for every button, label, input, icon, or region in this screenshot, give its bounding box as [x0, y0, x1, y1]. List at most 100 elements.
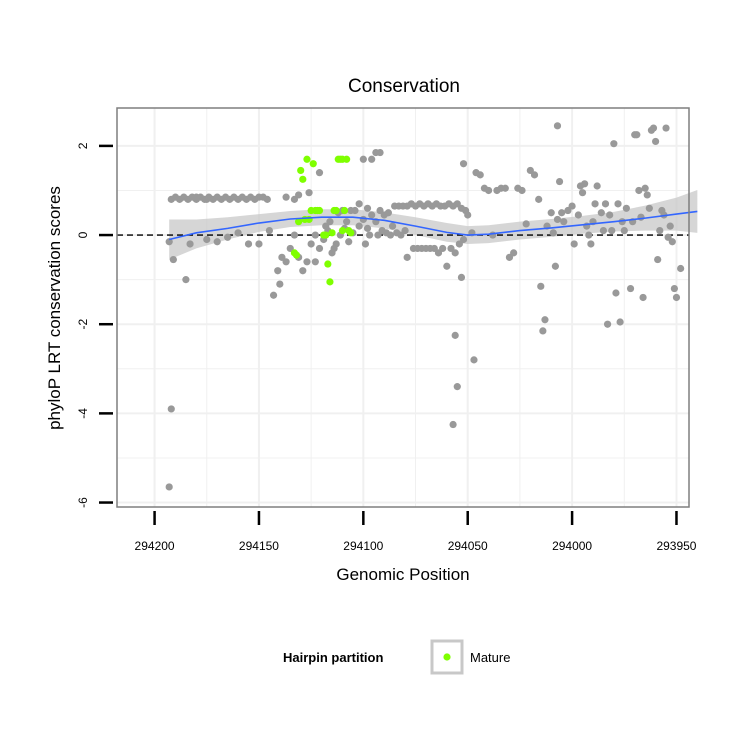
mature-point	[324, 260, 332, 268]
mature-point	[328, 229, 336, 237]
other-point	[386, 231, 395, 239]
other-point	[449, 420, 457, 429]
other-point	[269, 291, 278, 299]
other-point	[585, 231, 593, 239]
other-point	[606, 211, 614, 219]
other-point	[439, 244, 447, 253]
other-point	[303, 258, 311, 266]
other-point	[165, 238, 173, 246]
other-point	[614, 200, 622, 208]
other-point	[654, 255, 662, 264]
other-point	[203, 195, 211, 203]
x-tick-label: 293950	[656, 539, 696, 553]
x-tick-label: 294000	[552, 539, 592, 553]
other-point	[574, 211, 582, 219]
smooth-confidence-ribbon	[169, 190, 698, 260]
mature-point	[297, 166, 305, 175]
other-point	[368, 211, 376, 219]
other-point	[551, 262, 559, 270]
other-point	[186, 240, 194, 248]
mature-point	[322, 231, 330, 239]
x-tick-label: 294200	[135, 539, 175, 553]
other-point	[359, 155, 367, 163]
other-point	[343, 218, 351, 226]
other-point	[656, 226, 664, 235]
other-point	[560, 218, 568, 226]
other-point	[363, 224, 372, 232]
other-point	[401, 226, 409, 235]
legend-key-mature	[443, 653, 451, 661]
other-point	[384, 209, 392, 217]
other-point	[670, 284, 678, 293]
other-point	[282, 258, 290, 266]
other-point	[213, 238, 221, 246]
other-point	[530, 171, 539, 179]
other-point	[518, 186, 526, 195]
other-point	[522, 220, 530, 228]
mature-point	[340, 206, 349, 215]
other-point	[593, 182, 601, 190]
y-tick-label: -6	[76, 497, 90, 508]
other-point	[537, 282, 545, 290]
other-point	[666, 222, 674, 230]
other-point	[355, 200, 363, 208]
mature-point	[338, 226, 347, 235]
other-point	[649, 124, 658, 132]
other-point	[299, 267, 307, 275]
other-point	[315, 244, 324, 253]
other-point	[305, 189, 313, 197]
x-tick-label: 294100	[343, 539, 383, 553]
other-point	[470, 356, 478, 364]
other-point	[244, 240, 253, 248]
other-point	[668, 238, 676, 246]
plot-panel-background	[117, 108, 689, 507]
other-point	[672, 293, 681, 302]
other-point	[603, 320, 612, 328]
other-point	[311, 231, 319, 239]
other-point	[539, 327, 547, 335]
other-point	[345, 238, 353, 246]
other-point	[192, 193, 200, 201]
other-point	[234, 229, 242, 237]
other-point	[662, 124, 670, 132]
other-point	[651, 137, 660, 146]
y-tick-label: -2	[76, 319, 90, 330]
other-point	[403, 253, 411, 261]
other-point	[282, 193, 290, 201]
other-point	[330, 244, 338, 253]
other-point	[457, 273, 466, 282]
legend-label-mature: Mature	[470, 650, 510, 665]
other-point	[459, 235, 468, 244]
other-point	[635, 186, 643, 195]
other-point	[224, 233, 232, 241]
other-point	[443, 262, 451, 270]
other-point	[489, 231, 497, 239]
other-point	[541, 316, 549, 324]
mature-point	[343, 155, 351, 163]
other-point	[633, 131, 641, 139]
other-point	[510, 249, 518, 257]
other-point	[453, 383, 461, 391]
other-point	[365, 231, 374, 239]
confidence-ribbon	[169, 190, 698, 260]
other-point	[620, 226, 628, 235]
other-point	[612, 289, 620, 297]
other-point	[616, 318, 624, 326]
other-point	[368, 155, 376, 163]
other-point	[182, 276, 190, 284]
smooth-curve-line	[168, 210, 698, 241]
other-point	[355, 222, 363, 230]
other-point	[637, 213, 645, 221]
other-point	[388, 222, 397, 230]
mature-point	[309, 160, 317, 168]
other-point	[263, 195, 271, 203]
other-point	[290, 231, 299, 239]
other-point	[597, 209, 605, 217]
legend: Hairpin partition Mature	[283, 639, 510, 675]
other-point	[547, 209, 555, 217]
other-point	[361, 240, 370, 248]
other-point	[535, 195, 543, 203]
mature-point	[292, 251, 301, 259]
other-point	[359, 215, 367, 224]
